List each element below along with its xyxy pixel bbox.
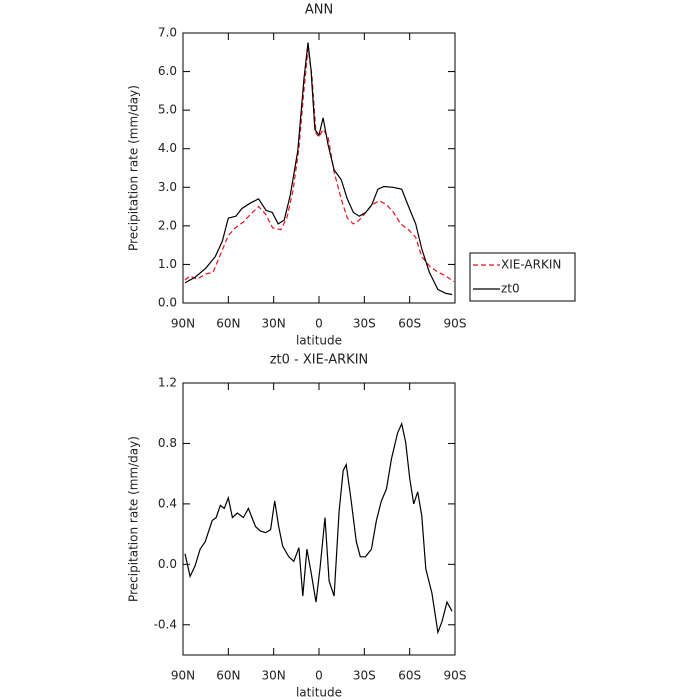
y-tick-label: 0.8 — [158, 436, 177, 450]
y-tick-label: 4.0 — [158, 141, 177, 155]
y-tick-label: 6.0 — [158, 64, 177, 78]
data-line — [184, 48, 455, 283]
x-axis-label: latitude — [296, 686, 342, 700]
y-tick-label: 0.4 — [158, 496, 177, 510]
x-tick-label: 90N — [171, 669, 195, 683]
legend-box — [469, 252, 576, 302]
x-tick-label: 30N — [262, 669, 286, 683]
x-tick-label: 60S — [398, 317, 421, 331]
data-line — [184, 421, 453, 635]
x-tick-label: 90S — [444, 669, 467, 683]
x-tick-label: 60N — [216, 669, 240, 683]
y-axis-label: Precipitation rate (mm/day) — [127, 85, 141, 251]
y-tick-label: 7.0 — [158, 26, 177, 40]
x-tick-label: 60S — [398, 669, 421, 683]
y-tick-label: 2.0 — [158, 218, 177, 232]
y-tick-label: 3.0 — [158, 180, 177, 194]
y-tick-label: 1.2 — [158, 376, 177, 390]
x-tick-label: 30N — [262, 317, 286, 331]
legend-label: zt0 — [501, 282, 520, 296]
data-line — [184, 42, 453, 296]
chart-title: zt0 - XIE-ARKIN — [270, 353, 369, 368]
y-axis-label: Precipitation rate (mm/day) — [127, 436, 141, 602]
x-axis-label: latitude — [296, 334, 342, 348]
plot-frame — [182, 382, 456, 656]
x-tick-label: 90N — [171, 317, 195, 331]
chart-title: ANN — [305, 3, 333, 18]
y-tick-label: 5.0 — [158, 103, 177, 117]
x-tick-label: 60N — [216, 317, 240, 331]
x-tick-label: 0 — [315, 317, 323, 331]
legend-label: XIE-ARKIN — [501, 258, 561, 272]
x-tick-label: 30S — [353, 669, 376, 683]
x-tick-label: 0 — [315, 669, 323, 683]
y-tick-label: 0.0 — [158, 557, 177, 571]
y-tick-label: 1.0 — [158, 257, 177, 271]
x-tick-label: 30S — [353, 317, 376, 331]
plot-frame — [182, 32, 456, 304]
y-tick-label: -0.4 — [154, 617, 177, 631]
x-tick-label: 90S — [444, 317, 467, 331]
y-tick-label: 0.0 — [158, 296, 177, 310]
